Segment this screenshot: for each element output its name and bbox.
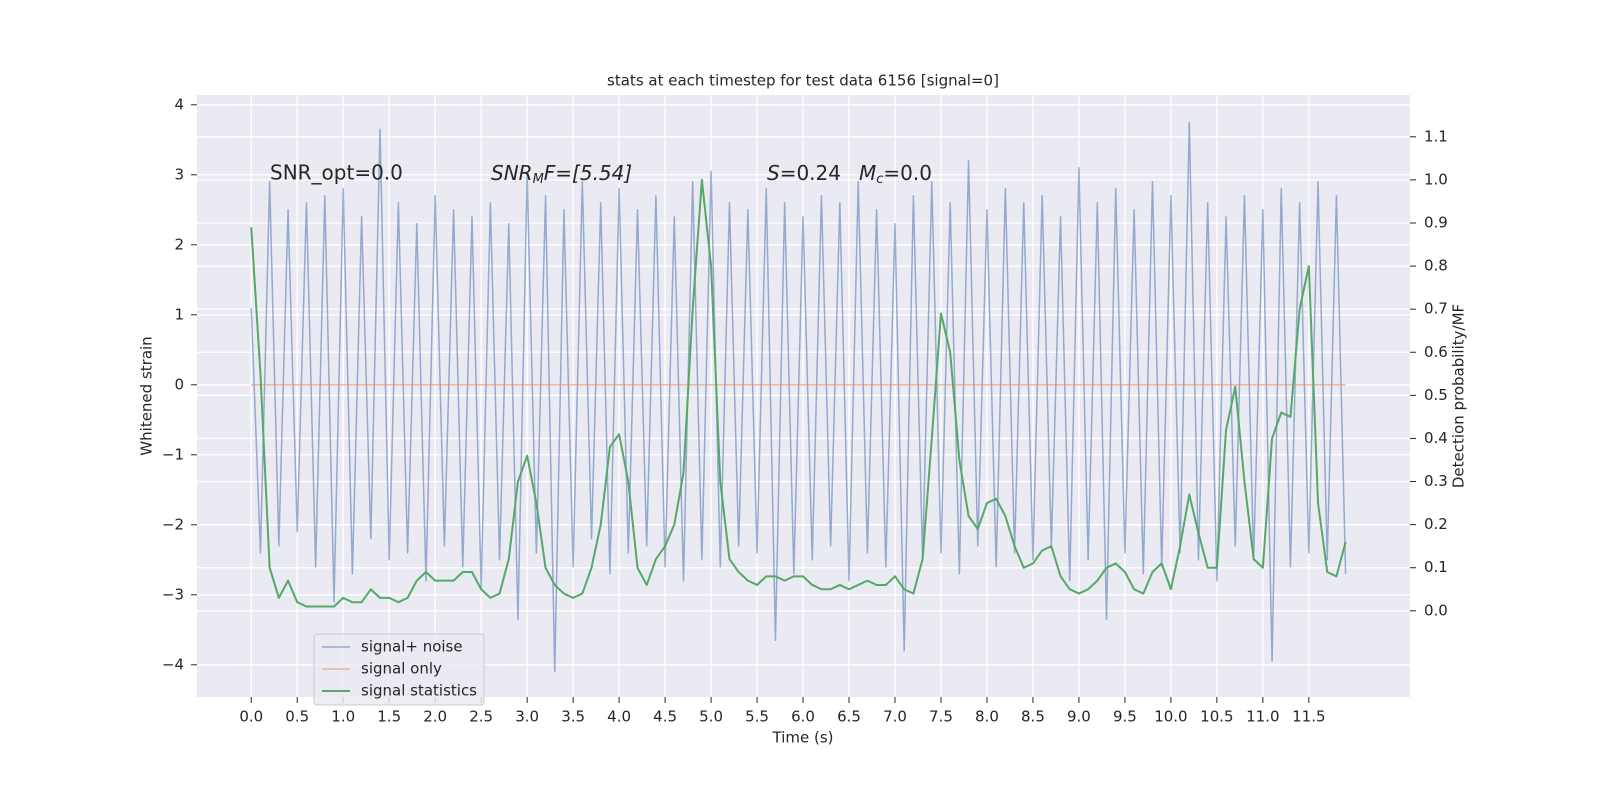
y2-tick-label: 0.5 [1424, 386, 1448, 404]
x-tick-label: 3.0 [515, 708, 539, 726]
x-tick-label: 10.5 [1200, 708, 1233, 726]
x-tick-label: 10.0 [1154, 708, 1187, 726]
x-tick-label: 11.0 [1246, 708, 1279, 726]
y2-tick-label: 0.7 [1424, 300, 1448, 318]
annotation-part: M [859, 161, 876, 185]
y-tick-label: −1 [162, 445, 184, 463]
x-tick-label: 9.5 [1113, 708, 1137, 726]
annotation-part: F=[5.54] [544, 161, 632, 185]
y-tick-label: 1 [174, 305, 184, 323]
y-tick-label: −4 [162, 655, 184, 673]
annotation-part: SNR [491, 161, 533, 185]
y-tick-label: 0 [174, 375, 184, 393]
y-tick-label: −3 [162, 585, 184, 603]
x-tick-label: 4.0 [607, 708, 631, 726]
series-line [250, 121, 1347, 673]
y-tick-label: 3 [174, 165, 184, 183]
annotation-sub: M [533, 172, 544, 187]
legend-box [313, 633, 485, 706]
y2-tick-label: 1.1 [1424, 127, 1448, 145]
legend-label: signal only [361, 660, 442, 678]
y-tick-label: 4 [174, 95, 184, 113]
annotation: SNR_opt=0.0 [270, 161, 403, 185]
y-axis-label: Whitened strain [138, 336, 156, 455]
annotation-part: S [767, 161, 780, 185]
series-line [250, 178, 1347, 608]
y-tick-label: 2 [174, 235, 184, 253]
x-tick-label: 8.0 [975, 708, 999, 726]
x-tick-label: 1.0 [331, 708, 355, 726]
y2-tick-label: 1.0 [1424, 170, 1448, 188]
x-tick-label: 6.0 [791, 708, 815, 726]
axes: 0.0 0.5 1.0 1.5 2.0 2.5 3.0 3.5 4.0 4.5 5.0 5.5 6.0 6… [162, 95, 1448, 725]
y2-tick-label: 0.0 [1424, 601, 1448, 619]
legend: signal+ noise signal only signal statistic… [313, 633, 485, 706]
chart-title: stats at each timestep for test data 615… [607, 72, 999, 90]
y2-tick-label: 0.6 [1424, 343, 1448, 361]
x-tick-label: 2.5 [469, 708, 493, 726]
x-tick-label: 5.0 [699, 708, 723, 726]
x-tick-label: 5.5 [745, 708, 769, 726]
x-tick-label: 9.0 [1067, 708, 1091, 726]
annotation: SNRMF=[5.54] [491, 161, 632, 187]
y2-tick-label: 0.3 [1424, 472, 1448, 490]
x-tick-label: 11.5 [1292, 708, 1325, 726]
y2-axis-label: Detection probability/MF [1450, 304, 1468, 488]
y2-tick-label: 0.2 [1424, 515, 1448, 533]
x-tick-label: 1.5 [377, 708, 401, 726]
x-tick-label: 7.5 [929, 708, 953, 726]
x-tick-label: 3.5 [561, 708, 585, 726]
marks [250, 121, 1347, 673]
x-tick-label: 7.0 [883, 708, 907, 726]
y2-tick-label: 0.9 [1424, 213, 1448, 231]
x-tick-label: 4.5 [653, 708, 677, 726]
annotation-part: =0.24 [780, 161, 841, 185]
x-tick-label: 6.5 [837, 708, 861, 726]
x-tick-label: 0.0 [239, 708, 263, 726]
annotation: S=0.24 Mc=0.0 [767, 161, 932, 187]
y2-tick-label: 0.8 [1424, 257, 1448, 275]
x-tick-label: 0.5 [285, 708, 309, 726]
legend-label: signal+ noise [361, 638, 463, 656]
annotation-sub: c [876, 172, 883, 187]
legend-label: signal statistics [361, 682, 477, 700]
x-tick-label: 2.0 [423, 708, 447, 726]
y2-tick-label: 0.4 [1424, 429, 1448, 447]
x-axis-label: Time (s) [772, 729, 834, 747]
x-tick-label: 8.5 [1021, 708, 1045, 726]
annotation-part: =0.0 [883, 161, 932, 185]
y2-tick-label: 0.1 [1424, 558, 1448, 576]
y-tick-label: −2 [162, 515, 184, 533]
